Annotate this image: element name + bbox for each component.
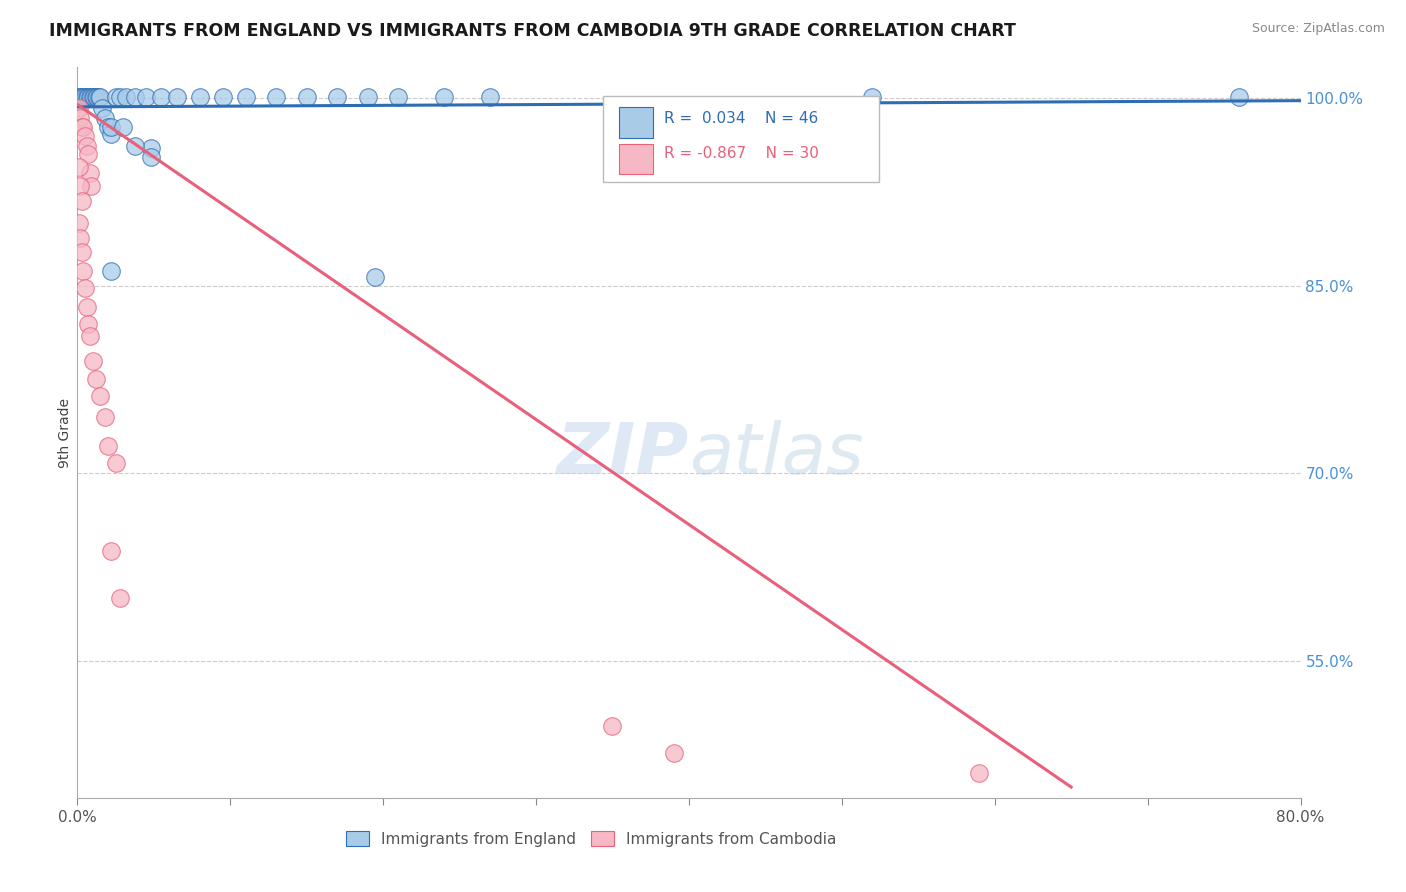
Point [72,263,94,277]
Point [73,128,96,143]
FancyBboxPatch shape [603,96,879,183]
Point [479,90,502,104]
Point [72,120,94,134]
Point [387,90,409,104]
Point [295,90,318,104]
Point [100,120,122,134]
Point [77,147,100,161]
Bar [619,144,654,175]
Text: R = -0.867    N = 30: R = -0.867 N = 30 [665,146,820,161]
Point [70,120,93,134]
Point [235,90,257,104]
Point [264,90,287,104]
Point [211,90,233,104]
Point [84,372,107,386]
Point [124,90,146,104]
Y-axis label: 9th Grade: 9th Grade [58,398,72,467]
Point [67,90,90,104]
Point [73,281,96,295]
Text: ZIP: ZIP [557,420,689,489]
Bar [619,107,654,138]
Text: Source: ZipAtlas.com: Source: ZipAtlas.com [1251,22,1385,36]
Point [80,178,103,193]
Point [76,138,98,153]
Point [108,591,131,606]
Point [100,543,122,558]
Legend: Immigrants from England, Immigrants from Cambodia: Immigrants from England, Immigrants from… [339,825,842,853]
Point [82,90,104,104]
Point [94,111,117,125]
Point [80,90,103,104]
Point [77,90,100,104]
Text: R =  0.034    N = 46: R = 0.034 N = 46 [665,111,818,126]
Point [87,90,110,104]
Point [67,216,90,230]
Point [84,90,107,104]
Point [70,90,93,104]
Point [969,766,991,780]
Point [139,141,162,155]
Point [188,90,211,104]
Point [79,166,101,180]
Point [82,353,104,368]
Point [433,90,456,104]
Point [139,150,162,164]
Point [100,263,122,277]
Point [104,90,127,104]
Point [72,90,94,104]
Point [150,90,173,104]
Point [90,101,112,115]
Point [76,300,98,314]
Point [70,244,93,259]
Point [862,90,884,104]
Point [67,160,90,174]
Text: IMMIGRANTS FROM ENGLAND VS IMMIGRANTS FROM CAMBODIA 9TH GRADE CORRELATION CHART: IMMIGRANTS FROM ENGLAND VS IMMIGRANTS FR… [49,22,1017,40]
Point [104,456,127,470]
Point [166,90,188,104]
Point [69,231,91,245]
Point [1229,90,1251,104]
Point [135,90,157,104]
Point [76,90,98,104]
Point [364,269,387,284]
Point [326,90,349,104]
Point [89,389,111,403]
Point [73,90,96,104]
Point [97,439,120,453]
Point [69,111,91,125]
Point [69,90,91,104]
Point [94,409,117,424]
Point [69,178,91,193]
Point [83,90,105,104]
Point [97,120,120,134]
Point [112,120,135,134]
Point [67,101,90,115]
Point [357,90,380,104]
Point [662,747,685,761]
Text: atlas: atlas [689,420,863,489]
Point [89,90,111,104]
Point [70,194,93,208]
Point [79,328,101,343]
Point [77,318,100,332]
Point [602,719,624,733]
Point [124,138,146,153]
Point [100,128,122,142]
Point [86,90,108,104]
Point [79,90,101,104]
Point [115,90,138,104]
Point [108,90,131,104]
